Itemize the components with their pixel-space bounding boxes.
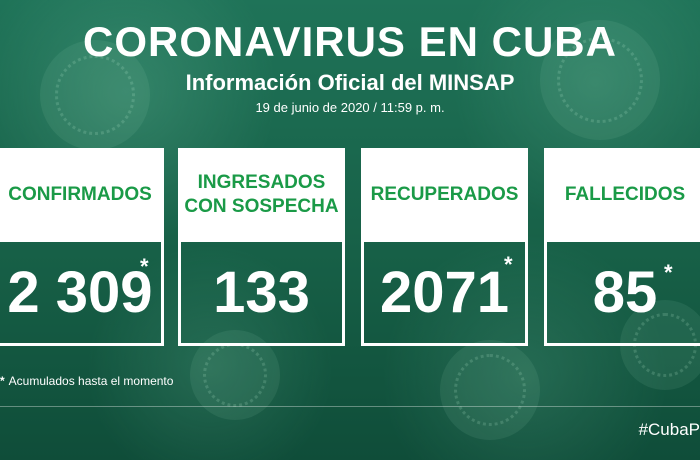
card-label-line: INGRESADOS [197,172,326,193]
card-fallecidos: FALLECIDOS 85 * [544,148,700,346]
card-value: 2 309 [7,260,153,325]
card-value: 133 [213,260,310,325]
card-ingresados: INGRESADOS CON SOSPECHA 133 [178,148,345,346]
footer-divider [0,406,700,407]
page-subtitle: Información Oficial del MINSAP [185,70,515,95]
asterisk-marker: * [504,252,513,277]
card-label: CONFIRMADOS [0,148,164,242]
card-value: 2071 [379,260,510,325]
asterisk-marker: * [664,260,673,285]
card-value-box: 2 309 [0,242,164,346]
virus-decoration [540,20,660,140]
footnote-marker: * [0,374,5,388]
card-value-box: 2071 [361,242,528,346]
card-label: FALLECIDOS [544,148,700,242]
virus-decoration [440,340,540,440]
card-confirmados: CONFIRMADOS 2 309 * [0,148,164,346]
card-label-line: CON SOSPECHA [184,196,339,217]
page-title: CORONAVIRUS EN CUBA [83,18,617,65]
hashtag: #CubaP [638,420,700,439]
asterisk-marker: * [140,254,149,279]
card-value: 85 [592,260,658,325]
report-date: 19 de junio de 2020 / 11:59 p. m. [255,100,445,115]
virus-decoration [40,40,150,150]
card-value-box: 133 [178,242,345,346]
card-value-box: 85 [544,242,700,346]
footnote-text: Acumulados hasta el momento [8,374,174,388]
card-label: RECUPERADOS [361,148,528,242]
card-label: INGRESADOS CON SOSPECHA [178,148,345,242]
card-recuperados: RECUPERADOS 2071 * [361,148,528,346]
footnote: * Acumulados hasta el momento [0,374,173,388]
